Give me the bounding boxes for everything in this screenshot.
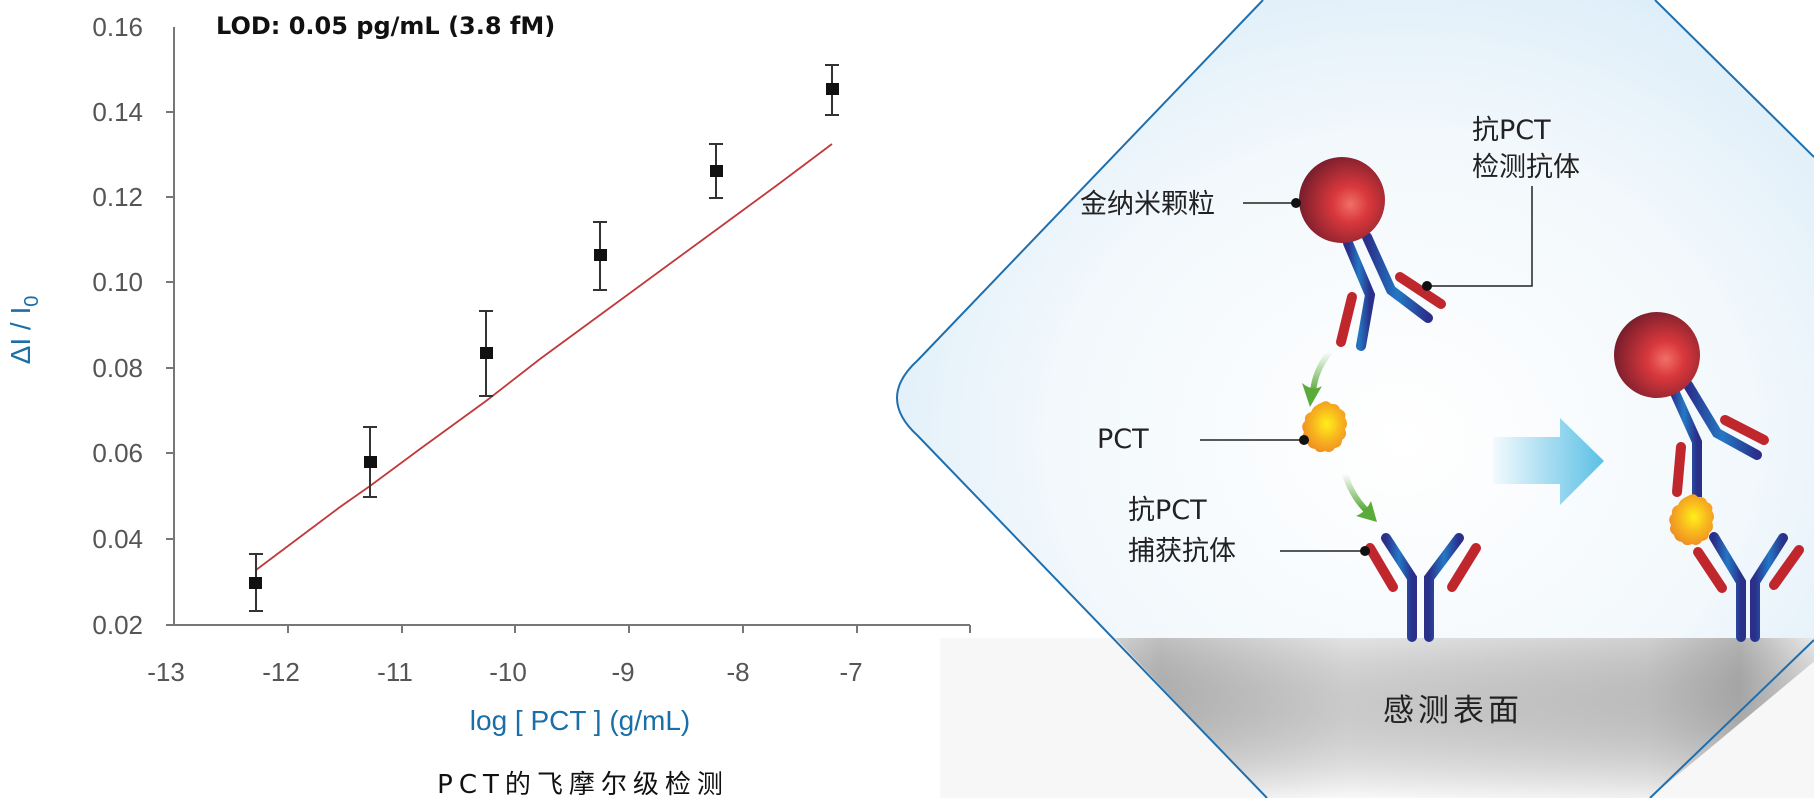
data-point (709, 143, 723, 199)
capture-antibody (1365, 533, 1481, 642)
label-capture-antibody-line1: 抗PCT (1128, 495, 1207, 526)
label-pct: PCT (1097, 424, 1149, 455)
diagram-panel (897, 0, 1814, 798)
diagram-panel-border (896, 0, 1814, 798)
light-chain (1395, 272, 1446, 309)
lod-annotation: LOD: 0.05 pg/mL (3.8 fM) (216, 12, 555, 40)
bound-sandwich-complex (1614, 312, 1804, 642)
data-point (363, 426, 377, 498)
x-tick-label: -11 (377, 657, 413, 687)
svg-text:ΔI / I0: ΔI / I0 (5, 296, 43, 365)
y-tick-label: 0.12 (92, 182, 143, 212)
x-tick-label: -10 (489, 657, 527, 687)
x-tick-label: -12 (262, 657, 300, 687)
data-point (479, 310, 493, 397)
y-tick-label: 0.16 (92, 12, 143, 42)
y-tick-label: 0.14 (92, 97, 143, 127)
x-tick-label: -8 (726, 657, 749, 687)
x-tick-labels: -13 -12 -11 -10 -9 -8 -7 -6 (147, 657, 976, 687)
green-arrow-icon (1342, 473, 1377, 522)
y-tick-label: 0.08 (92, 353, 143, 383)
x-tick-label: -13 (147, 657, 185, 687)
label-detection-antibody-line2: 检测抗体 (1472, 152, 1580, 183)
chart: 0.16 0.14 0.12 0.10 0.08 0.06 0.04 0.02 … (5, 12, 977, 798)
y-ticks (166, 111, 174, 626)
fit-line (255, 143, 833, 571)
label-sensing-surface: 感测表面 (1383, 693, 1523, 729)
y-axis-title: ΔI / I0 (5, 296, 43, 365)
light-chain (1336, 292, 1357, 347)
pct-antigen-icon (1302, 401, 1347, 453)
y-tick-label: 0.06 (92, 438, 143, 468)
diagram: 金纳米颗粒 抗PCT 检测抗体 PCT 抗PCT 捕获抗体 (896, 0, 1814, 798)
detection-antibody-complex (1299, 157, 1446, 351)
gold-nanoparticle-icon (1299, 157, 1385, 243)
x-tick-label: -7 (839, 657, 862, 687)
green-arrow-icon (1302, 350, 1333, 407)
y-tick-label: 0.02 (92, 610, 143, 640)
data-point (593, 221, 607, 291)
heavy-chain (1362, 232, 1433, 323)
gold-nanoparticle-icon (1614, 312, 1700, 398)
label-gold-nanoparticle: 金纳米颗粒 (1080, 189, 1215, 220)
y-tick-labels: 0.16 0.14 0.12 0.10 0.08 0.06 0.04 0.02 (92, 12, 143, 640)
heavy-chain (1343, 238, 1376, 351)
data-points (249, 64, 839, 612)
x-axis-title: log [ PCT ] (g/mL) (470, 705, 690, 736)
flow-arrow-icon (1493, 418, 1604, 505)
y-tick-label: 0.04 (92, 524, 143, 554)
y-axis-title-sub: 0 (21, 296, 43, 307)
figure-caption: PCT的飞摩尔级检测 (437, 770, 729, 798)
data-point (825, 64, 839, 116)
y-axis-title-main: ΔI / I (5, 307, 36, 365)
y-tick-label: 0.10 (92, 267, 143, 297)
x-tick-label: -9 (611, 657, 634, 687)
pct-antigen-icon (1669, 494, 1714, 546)
label-detection-antibody-line1: 抗PCT (1472, 115, 1551, 146)
x-ticks (287, 625, 971, 633)
label-capture-antibody-line2: 捕获抗体 (1128, 536, 1236, 567)
data-point (249, 553, 263, 612)
